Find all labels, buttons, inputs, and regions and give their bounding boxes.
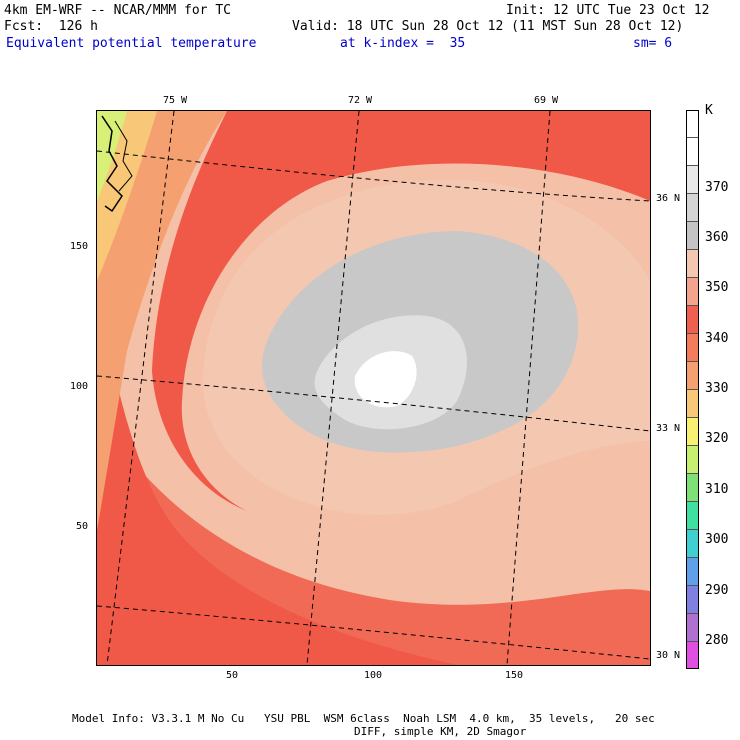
parallel-30n — [97, 605, 650, 660]
coastline — [101, 115, 123, 213]
colorbar-swatch — [687, 166, 698, 194]
colorbar-swatch — [687, 138, 698, 166]
level-info: at k-index = 35 — [340, 36, 466, 51]
meridian-69w — [506, 111, 551, 665]
colorbar-swatch — [687, 474, 698, 502]
colorbar-swatch — [687, 446, 698, 474]
coastline-inner — [114, 120, 133, 192]
lat-label-36n: 36 N — [656, 193, 681, 204]
colorbar-label: 340 — [705, 331, 729, 346]
y-tick-100: 100 — [70, 381, 89, 392]
colorbar-swatch — [687, 222, 698, 250]
colorbar-swatch — [687, 642, 698, 668]
lat-lon-grid — [97, 111, 650, 665]
colorbar — [686, 110, 699, 669]
colorbar-label: 350 — [705, 280, 729, 295]
model-info: Model Info: V3.3.1 M No Cu YSU PBL WSM 6… — [72, 712, 655, 725]
lat-label-33n: 33 N — [656, 423, 681, 434]
y-tick-150: 150 — [70, 241, 89, 252]
colorbar-swatch — [687, 194, 698, 222]
colorbar-label: 290 — [705, 583, 729, 598]
x-tick-150: 150 — [505, 670, 524, 681]
field-name: Equivalent potential temperature — [6, 36, 257, 51]
colorbar-swatch — [687, 306, 698, 334]
colorbar-swatch — [687, 362, 698, 390]
valid-time: Valid: 18 UTC Sun 28 Oct 12 (11 MST Sun … — [292, 19, 684, 34]
colorbar-swatch — [687, 390, 698, 418]
colorbar-label: 310 — [705, 482, 729, 497]
model-info-line2: DIFF, simple KM, 2D Smagor — [354, 725, 527, 738]
colorbar-swatch — [687, 502, 698, 530]
model-title: 4km EM-WRF -- NCAR/MMM for TC — [4, 3, 231, 18]
colorbar-label: 370 — [705, 180, 729, 195]
colorbar-swatch — [687, 614, 698, 642]
colorbar-unit: K — [705, 103, 713, 118]
meridian-75w — [106, 111, 175, 665]
colorbar-label: 320 — [705, 431, 729, 446]
lon-label-69w: 69 W — [534, 95, 559, 106]
field-orange-west — [97, 111, 227, 531]
smoothing-info: sm= 6 — [633, 36, 673, 51]
colorbar-swatch — [687, 558, 698, 586]
colorbar-label: 300 — [705, 532, 729, 547]
colorbar-swatch — [687, 530, 698, 558]
lon-label-72w: 72 W — [348, 95, 373, 106]
x-tick-50: 50 — [226, 670, 239, 681]
theta-e-map — [96, 110, 651, 666]
colorbar-swatch — [687, 278, 698, 306]
colorbar-swatch — [687, 586, 698, 614]
x-tick-100: 100 — [364, 670, 383, 681]
forecast-hour: Fcst: 126 h — [4, 19, 98, 34]
colorbar-swatch — [687, 334, 698, 362]
field-eye — [354, 351, 417, 408]
lon-label-75w: 75 W — [163, 95, 188, 106]
field-red-band-west — [97, 291, 457, 665]
map-field — [97, 111, 650, 665]
colorbar-label: 330 — [705, 381, 729, 396]
y-tick-50: 50 — [76, 521, 89, 532]
meridian-72w — [306, 111, 360, 665]
lat-label-30n: 30 N — [656, 650, 681, 661]
colorbar-swatch — [687, 111, 698, 138]
colorbar-swatch — [687, 418, 698, 446]
colorbar-label: 280 — [705, 633, 729, 648]
parallel-33n — [97, 375, 650, 432]
colorbar-label: 360 — [705, 230, 729, 245]
field-red-ring-north — [152, 111, 650, 511]
parallel-36n — [97, 150, 650, 202]
init-time: Init: 12 UTC Tue 23 Oct 12 — [506, 3, 710, 18]
colorbar-swatch — [687, 250, 698, 278]
